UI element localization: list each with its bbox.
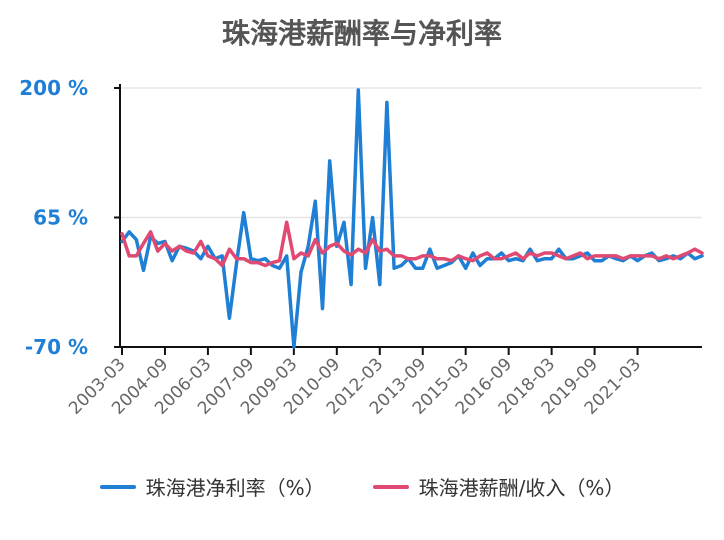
legend-label-salary-ratio: 珠海港薪酬/收入（%） <box>418 476 625 500</box>
series-line-salary-ratio <box>120 220 704 268</box>
y-tick-label: -70 % <box>25 335 88 359</box>
legend-item-net-margin[interactable]: 珠海港净利率（%） <box>99 472 325 501</box>
chart-title: 珠海港薪酬率与净利率 <box>221 17 502 50</box>
legend: 珠海港净利率（%） 珠海港薪酬/收入（%） <box>0 472 724 501</box>
y-tick-label: 65 % <box>33 206 88 230</box>
legend-label-net-margin: 珠海港净利率（%） <box>145 476 325 500</box>
legend-swatch-salary-ratio <box>372 484 409 489</box>
legend-swatch-net-margin <box>99 484 136 489</box>
legend-item-salary-ratio[interactable]: 珠海港薪酬/收入（%） <box>372 472 625 501</box>
series-line-net-margin <box>120 88 704 349</box>
y-tick-label: 200 % <box>19 76 88 100</box>
